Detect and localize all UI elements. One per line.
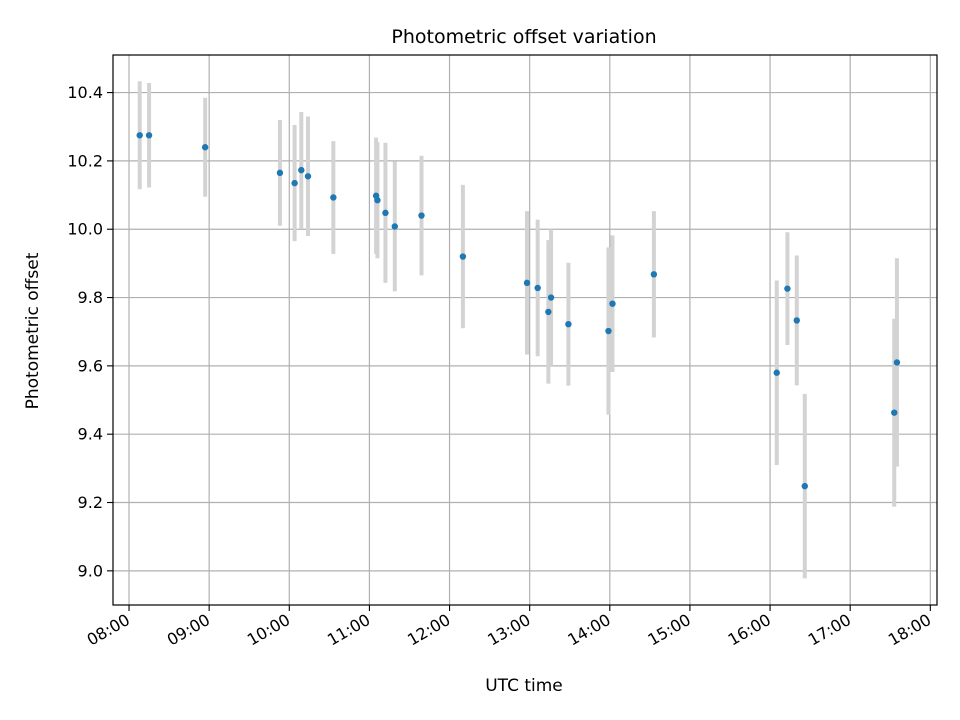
- y-tick-label: 9.0: [78, 561, 103, 580]
- data-point: [784, 285, 791, 292]
- x-tick-label: 16:00: [725, 610, 774, 650]
- x-tick-label: 10:00: [244, 610, 293, 650]
- data-point: [418, 212, 425, 219]
- x-tick-label: 14:00: [564, 610, 613, 650]
- x-tick-label: 08:00: [84, 610, 133, 650]
- x-tick-label: 18:00: [885, 610, 934, 650]
- x-tick-label: 11:00: [324, 610, 373, 650]
- data-point: [276, 169, 284, 177]
- y-tick-label: 9.8: [78, 288, 103, 307]
- error-bars: [137, 81, 899, 579]
- data-point: [605, 327, 612, 335]
- data-point: [545, 308, 552, 316]
- data-point: [330, 194, 337, 201]
- data-point: [891, 409, 898, 416]
- x-tick-label: 15:00: [645, 610, 694, 650]
- data-point: [534, 284, 541, 292]
- chart-title: Photometric offset variation: [391, 26, 656, 48]
- y-tick-label: 10.2: [67, 151, 103, 170]
- data-point: [565, 320, 572, 328]
- data-point: [793, 317, 800, 324]
- grid: [113, 55, 937, 605]
- data-point: [391, 223, 398, 230]
- y-tick-label: 9.4: [78, 425, 103, 444]
- data-point: [201, 144, 209, 151]
- data-point: [893, 359, 901, 366]
- data-point: [136, 132, 143, 139]
- data-point: [609, 300, 616, 307]
- data-point: [298, 166, 305, 174]
- x-axis-title: UTC time: [485, 676, 563, 696]
- x-tick-label: 13:00: [484, 610, 533, 650]
- data-point: [145, 132, 153, 139]
- y-axis-title: Photometric offset: [23, 252, 43, 409]
- data-point: [773, 369, 780, 376]
- data-point: [523, 279, 531, 287]
- data-point: [382, 209, 389, 217]
- y-tick-label: 10.4: [67, 83, 103, 102]
- data-point: [650, 271, 658, 278]
- x-tick-label: 12:00: [404, 610, 453, 650]
- data-point: [291, 179, 298, 187]
- data-points: [136, 132, 901, 490]
- data-point: [547, 294, 555, 301]
- x-tick-label: 09:00: [164, 610, 213, 650]
- y-tick-label: 10.0: [67, 220, 103, 239]
- plot-frame: [112, 54, 938, 606]
- y-tick-label: 9.2: [78, 493, 103, 512]
- data-point: [801, 482, 808, 490]
- y-tick-label: 9.6: [78, 356, 103, 375]
- data-point: [374, 196, 381, 204]
- data-point: [304, 173, 312, 180]
- x-tick-label: 17:00: [805, 610, 854, 650]
- data-point: [459, 253, 467, 260]
